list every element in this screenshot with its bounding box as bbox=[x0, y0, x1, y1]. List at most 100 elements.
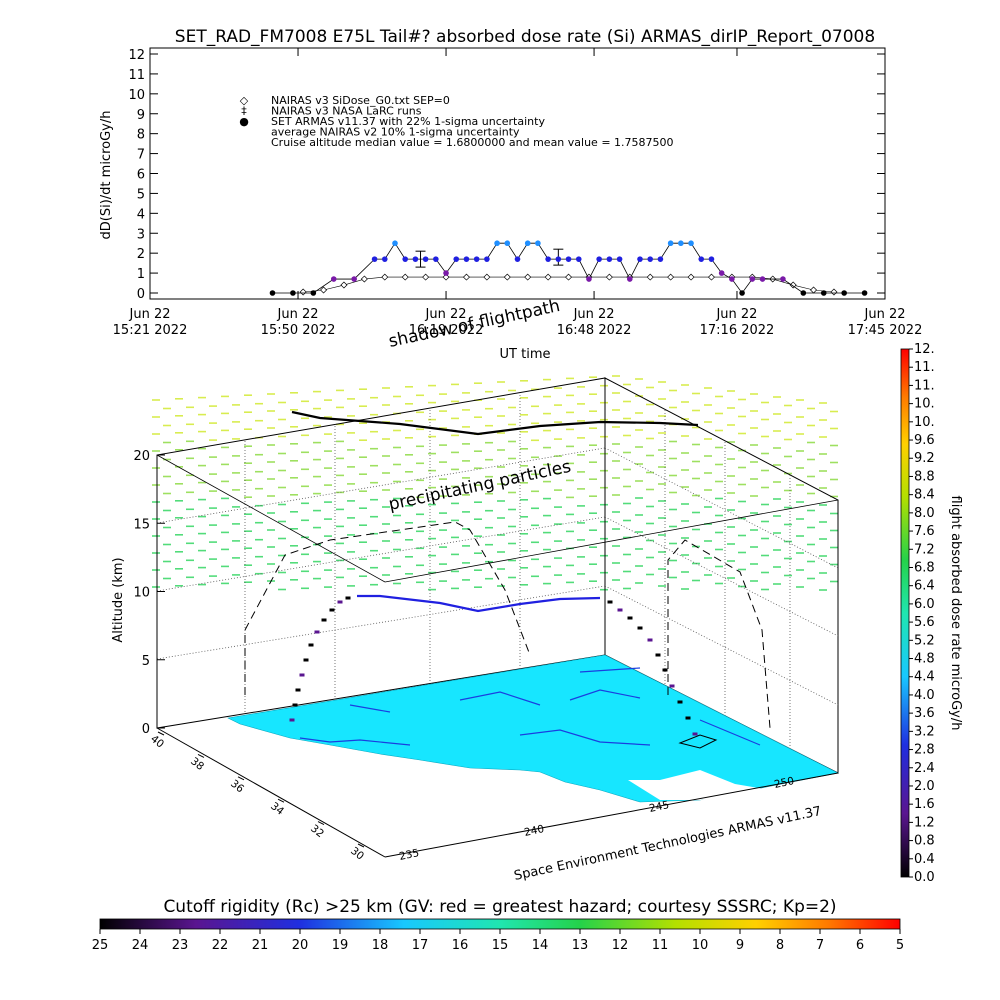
armas-point bbox=[484, 256, 490, 262]
armas-point bbox=[861, 290, 868, 296]
bottom-colorbar-tick-label: 5 bbox=[896, 938, 904, 953]
right-colorbar-tick-label: 0.0 bbox=[914, 870, 935, 885]
bottom-colorbar-tick-label: 8 bbox=[776, 938, 784, 953]
right-colorbar-tick-label: 11. bbox=[914, 378, 935, 393]
armas-point bbox=[290, 290, 296, 296]
armas-point bbox=[759, 276, 766, 282]
x-tick-label-line2: 17:16 2022 bbox=[700, 323, 775, 338]
destination-marker bbox=[678, 734, 718, 749]
nairas-point bbox=[422, 273, 430, 281]
armas-point bbox=[708, 256, 715, 262]
longitude-tick-label: 245 bbox=[648, 799, 670, 815]
y-tick-label: 3 bbox=[137, 227, 145, 242]
altitude-ticks: 0 5 10 15 20 bbox=[133, 449, 165, 737]
right-colorbar-tick-label: 9.6 bbox=[914, 433, 935, 448]
bottom-colorbar-tick-label: 19 bbox=[332, 938, 349, 953]
legend-symbol: ● bbox=[239, 115, 249, 128]
y-tick-label: 12 bbox=[128, 48, 145, 63]
armas-series-line bbox=[272, 242, 865, 294]
y-axis-label: dD(Si)/dt microGy/h bbox=[99, 111, 114, 240]
right-colorbar-tick-label: 11. bbox=[914, 360, 935, 375]
armas-point bbox=[657, 256, 664, 262]
right-colorbar-tick-label: 7.6 bbox=[914, 524, 935, 539]
right-colorbar-tick-label: 9.2 bbox=[914, 451, 935, 466]
right-colorbar-tick-label: 6.4 bbox=[914, 579, 935, 594]
latitude-tick-mark bbox=[357, 843, 365, 848]
right-colorbar-tick-label: 4.4 bbox=[914, 670, 935, 685]
y-tick-label: 4 bbox=[137, 207, 145, 222]
latitude-tick-mark bbox=[157, 731, 165, 736]
armas-point bbox=[626, 276, 633, 282]
right-colorbar-tick-label: 2.0 bbox=[914, 779, 935, 794]
latitude-tick-label: 38 bbox=[188, 755, 206, 773]
nairas-point bbox=[646, 273, 654, 281]
flight-point bbox=[647, 638, 653, 642]
right-colorbar-tick-label: 12. bbox=[914, 342, 935, 357]
flight-point bbox=[329, 608, 335, 612]
armas-point bbox=[637, 256, 643, 262]
nairas-point bbox=[503, 273, 511, 281]
bottom-colorbar-tick-label: 12 bbox=[612, 938, 629, 953]
y-tick-label: 6 bbox=[137, 168, 145, 183]
flight-point bbox=[655, 653, 661, 657]
armas-point bbox=[330, 276, 337, 282]
bottom-colorbar-tick-label: 20 bbox=[292, 938, 309, 953]
latitude-tick-label: 32 bbox=[308, 823, 326, 841]
flight-path-points bbox=[289, 596, 698, 736]
armas-point bbox=[422, 256, 429, 262]
armas-point bbox=[504, 240, 511, 247]
right-colorbar-tick-label: 5.2 bbox=[914, 633, 935, 648]
armas-point bbox=[524, 240, 531, 247]
nairas-point bbox=[401, 273, 409, 281]
bottom-colorbar-tick-label: 7 bbox=[816, 938, 824, 953]
bottom-colorbar-tick-label: 10 bbox=[692, 938, 709, 953]
armas-point bbox=[749, 276, 756, 282]
nairas-point bbox=[830, 288, 838, 296]
armas-point bbox=[351, 276, 357, 282]
legend-symbol: ‡ bbox=[241, 105, 247, 118]
armas-point bbox=[535, 240, 541, 247]
right-colorbar-tick-label: 6.0 bbox=[914, 597, 935, 612]
top-front-left bbox=[156, 454, 386, 583]
flight-point bbox=[299, 673, 305, 677]
y-tick-label: 10 bbox=[128, 88, 145, 103]
legend: ◇ NAIRAS v3 SiDose_G0.txt SEP=0 ‡ NAIRAS v3… bbox=[239, 94, 673, 149]
right-colorbar-tick-label: 3.2 bbox=[914, 724, 935, 739]
dose-rate-colorbar: 0.0 0.4 0.8 1.2 1.6 2.0 2.4 2.8 3.2 3.6 4.0 4.4 4.8 5… bbox=[900, 342, 963, 885]
nairas-point bbox=[707, 273, 715, 281]
armas-point bbox=[616, 256, 623, 262]
wall-projection-left bbox=[244, 521, 531, 695]
nairas-point bbox=[565, 273, 573, 281]
y-tick-label: 0 bbox=[137, 287, 145, 302]
armas-point bbox=[586, 276, 592, 282]
latitude-tick-mark bbox=[317, 821, 325, 826]
nairas-point bbox=[524, 273, 532, 281]
armas-point bbox=[371, 256, 378, 262]
wall-projection-right bbox=[667, 539, 771, 729]
armas-point bbox=[473, 256, 480, 262]
armas-point bbox=[739, 290, 745, 296]
nairas-point bbox=[544, 273, 552, 281]
armas-point bbox=[412, 256, 419, 262]
nairas-point bbox=[687, 273, 695, 281]
flight-path-cruise bbox=[357, 594, 601, 613]
y-tick-label: 11 bbox=[128, 68, 145, 83]
right-colorbar-tick-label: 8.8 bbox=[914, 469, 935, 484]
wall-gridlines bbox=[156, 395, 839, 750]
armas-point bbox=[820, 290, 827, 296]
x-tick-label-line1: Jun 22 bbox=[864, 307, 906, 322]
x-tick-label-line1: Jun 22 bbox=[277, 307, 319, 322]
y-tick-label: 1 bbox=[137, 267, 145, 282]
bottom-colorbar-ramp bbox=[99, 918, 901, 930]
right-colorbar-tick-label: 4.8 bbox=[914, 652, 935, 667]
x-tick-label-line1: Jun 22 bbox=[573, 307, 615, 322]
longitude-ticks: 235 240 245 250 bbox=[398, 775, 795, 863]
top-front-right bbox=[384, 499, 839, 583]
x-tick-label-line2: 15:21 2022 bbox=[113, 323, 188, 338]
latitude-tick-mark bbox=[197, 753, 205, 758]
right-colorbar-tick-label: 10. bbox=[914, 397, 935, 412]
x-tick-label-line1: Jun 22 bbox=[715, 307, 757, 322]
